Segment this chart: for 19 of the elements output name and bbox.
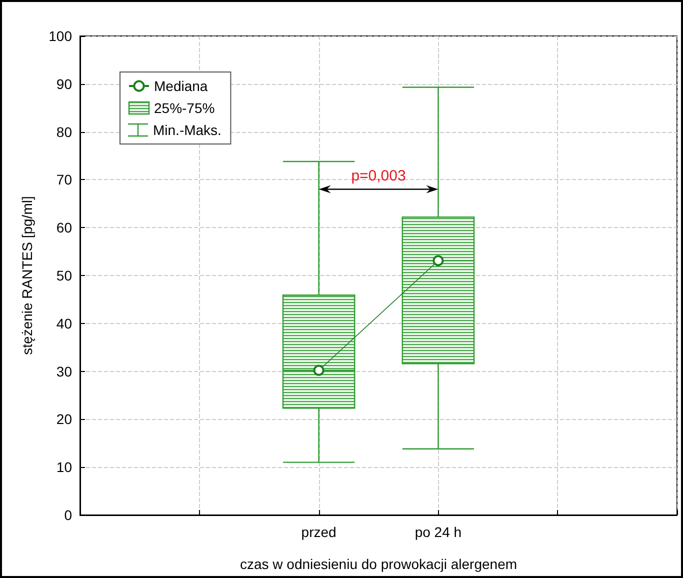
y-tick-label: 10 [56,459,72,476]
y-tick-label: 90 [56,76,72,92]
y-tick-label: 50 [56,268,72,284]
y-tick-label: 60 [56,220,72,236]
legend-label: Mediana [154,78,208,94]
x-axis-title: czas w odniesieniu do prowokacji alergenem [240,556,518,572]
y-tick-label: 70 [56,172,72,188]
y-tick-label: 0 [64,507,72,523]
y-tick-label: 100 [48,28,72,44]
y-tick-label: 40 [56,315,72,332]
y-tick-label: 30 [56,363,72,380]
x-tick-label: przed [301,524,336,540]
legend-label: 25%-75% [154,100,215,116]
y-tick-label: 80 [56,124,72,140]
annotation: Min.-Maks. [153,122,222,138]
x-tick-label: po 24 h [414,524,462,540]
y-tick-label: 20 [56,411,72,428]
annotation: p=0,003 [351,167,406,184]
y-axis-title: stężenie RANTES [pg/ml] [19,196,35,355]
